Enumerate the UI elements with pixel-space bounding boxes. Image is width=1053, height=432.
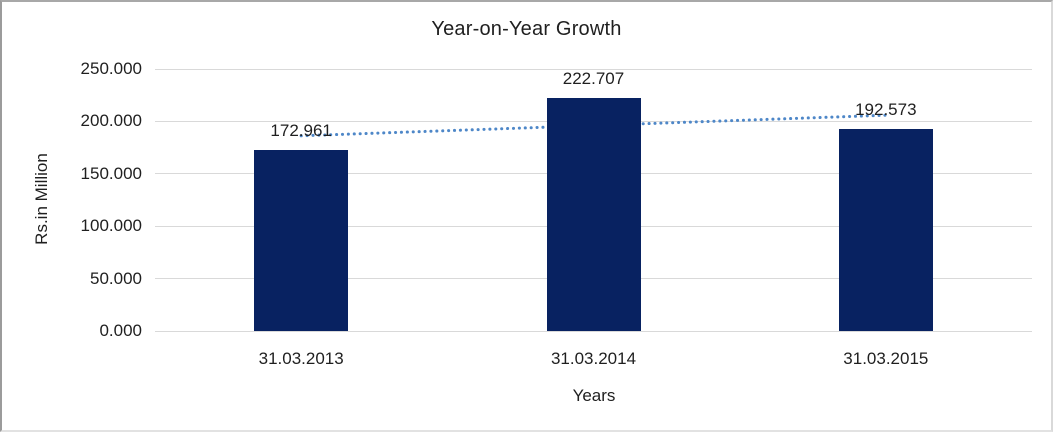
y-tick-label: 50.000: [90, 268, 142, 288]
gridline: [155, 68, 1032, 70]
y-tick-label: 100.000: [80, 216, 142, 236]
x-tick-label: 31.03.2013: [258, 349, 344, 368]
bar-31.03.2013: [254, 149, 349, 331]
y-tick-label: 250.000: [80, 59, 142, 78]
bar-31.03.2014: [546, 97, 641, 331]
chart-title: Year-on-Year Growth: [431, 18, 622, 40]
x-axis-title: Years: [572, 386, 616, 405]
bar-value-label: 222.707: [562, 68, 625, 88]
bar-31.03.2015: [838, 129, 933, 331]
gridline: [155, 330, 1032, 332]
y-tick-label: 0.000: [99, 321, 142, 340]
y-tick-label: 150.000: [80, 163, 142, 183]
bar-value-label: 172.961: [270, 120, 332, 140]
x-tick-label: 31.03.2014: [550, 349, 637, 368]
plot-area: [155, 68, 1032, 332]
x-tick-label: 31.03.2015: [843, 349, 929, 368]
bar-value-label: 192.573: [855, 100, 917, 120]
y-tick-label: 200.000: [80, 111, 142, 131]
